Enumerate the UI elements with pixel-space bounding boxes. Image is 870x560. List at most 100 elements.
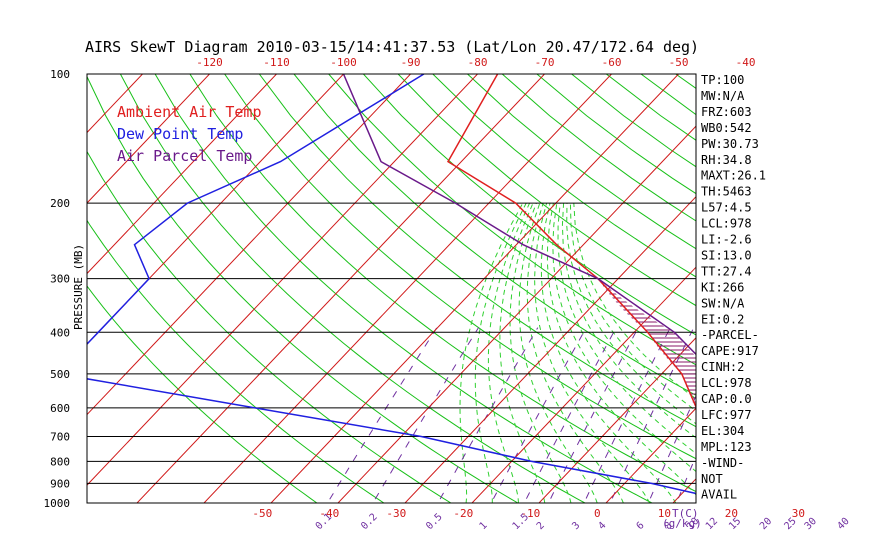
mixing-ratio-tick: 3 [570,520,582,532]
mixing-ratio-line [793,328,860,512]
pressure-tick-label: 400 [50,326,70,339]
temp-tick-bottom: -20 [453,507,473,520]
dry-adiabat [87,150,452,503]
temp-tick-top: -90 [401,56,421,69]
pressure-tick-label: 100 [50,68,70,81]
moist-adiabat [518,202,598,503]
stability-indices: TP:100 MW:N/A FRZ:603 WB0:542 PW:30.73 RH:34.… [701,73,766,502]
pressure-tick-label: 900 [50,477,70,490]
series-line [87,74,696,495]
index-label: FRZ:603 [701,105,752,119]
series-line [342,74,696,356]
index-label: KI:266 [701,280,744,294]
moist-adiabat [509,202,572,503]
isotherm [0,64,18,512]
moist-adiabat [499,202,546,503]
index-label: LCL:978 [701,217,752,231]
index-label: TT:27.4 [701,264,752,278]
mixing-ratio-tick: 12 [704,516,720,532]
moist-adiabat [459,202,524,503]
pressure-tick-label: 200 [50,197,70,210]
moist-adiabat [474,202,527,503]
index-label: SW:N/A [701,296,745,310]
chart-title: AIRS SkewT Diagram 2010-03-15/14:41:37.5… [85,38,699,56]
moist-adiabat [552,203,696,473]
temp-tick-bottom: -30 [386,507,406,520]
pressure-tick-label: 1000 [44,497,71,510]
mixing-ratio-tick: 40 [835,516,851,532]
isotherm [87,74,278,275]
temp-tick-bottom: 20 [725,507,738,520]
index-label: LI:-2.6 [701,233,752,247]
temp-tick-bottom: 0 [594,507,601,520]
mixing-ratio-line [769,328,839,512]
index-label: CAPE:917 [701,344,759,358]
index-label: CINH:2 [701,360,744,374]
dry-adiabat [397,74,696,307]
index-label: WB0:542 [701,121,752,135]
mixing-ratio-tick: 4 [596,520,608,532]
mixing-ratio-tick: 20 [758,516,774,532]
y-axis-label: PRESSURE (MB) [72,244,85,330]
dry-adiabat [224,74,696,460]
temp-tick-top: -120 [196,56,223,69]
series-line [446,74,696,410]
isotherm [865,64,870,512]
moist-adiabat [534,202,651,503]
dry-adiabat [501,74,696,222]
index-label: LFC:977 [701,408,752,422]
temp-tick-top: -110 [263,56,290,69]
mixing-ratio-line [372,327,479,503]
sounding-curves [87,74,696,495]
legend-item: Air Parcel Temp [117,147,252,165]
isotherm [87,74,211,204]
isotherm [731,64,870,512]
temp-tick-bottom: 10 [658,507,671,520]
plot-frame [86,73,697,504]
background-grid [0,64,870,512]
dry-adiabat [432,74,696,278]
dry-adiabat [87,285,318,503]
isotherm [87,74,479,486]
moist-adiabat [546,203,696,496]
index-label: PW:30.73 [701,137,759,151]
mixing-ratio-tick: 0.2 [359,512,380,533]
pressure-tick-label: 700 [50,431,70,444]
index-label: RH:34.8 [701,153,752,167]
mixing-ratio-tick: 2 [535,520,547,532]
cape-area [600,281,696,408]
pressure-tick-label: 500 [50,368,70,381]
index-label: MAXT:26.1 [701,169,766,183]
isotherm [136,74,546,503]
mixing-ratio-line [846,328,870,512]
isotherm [605,407,696,503]
dry-adiabat [87,75,519,503]
index-label: MPL:123 [701,440,752,454]
temp-tick-bottom: -10 [520,507,540,520]
isotherm [471,266,696,503]
isotherm [87,74,412,416]
dry-adiabat [87,219,385,503]
moist-adiabat [487,202,531,503]
temp-tick-top: -60 [602,56,622,69]
temp-tick-top: -50 [669,56,689,69]
index-label: AVAIL [701,488,737,502]
isotherm [538,337,696,503]
index-label: TH:5463 [701,185,752,199]
pressure-tick-label: 600 [50,402,70,415]
legend-item: Dew Point Temp [117,125,243,143]
temp-tick-bottom: -50 [252,507,272,520]
dry-adiabat [119,74,586,503]
moist-adiabat [540,202,677,503]
index-label: MW:N/A [701,89,745,103]
index-label: TP:100 [701,73,744,87]
index-label: CAP:0.0 [701,392,752,406]
mixing-ratio-line [647,394,696,503]
isotherm [672,478,696,503]
temp-tick-top: -80 [468,56,488,69]
dry-adiabat [328,74,696,366]
dry-adiabat [780,74,870,512]
moist-adiabat [561,203,696,439]
isotherm [203,74,613,503]
